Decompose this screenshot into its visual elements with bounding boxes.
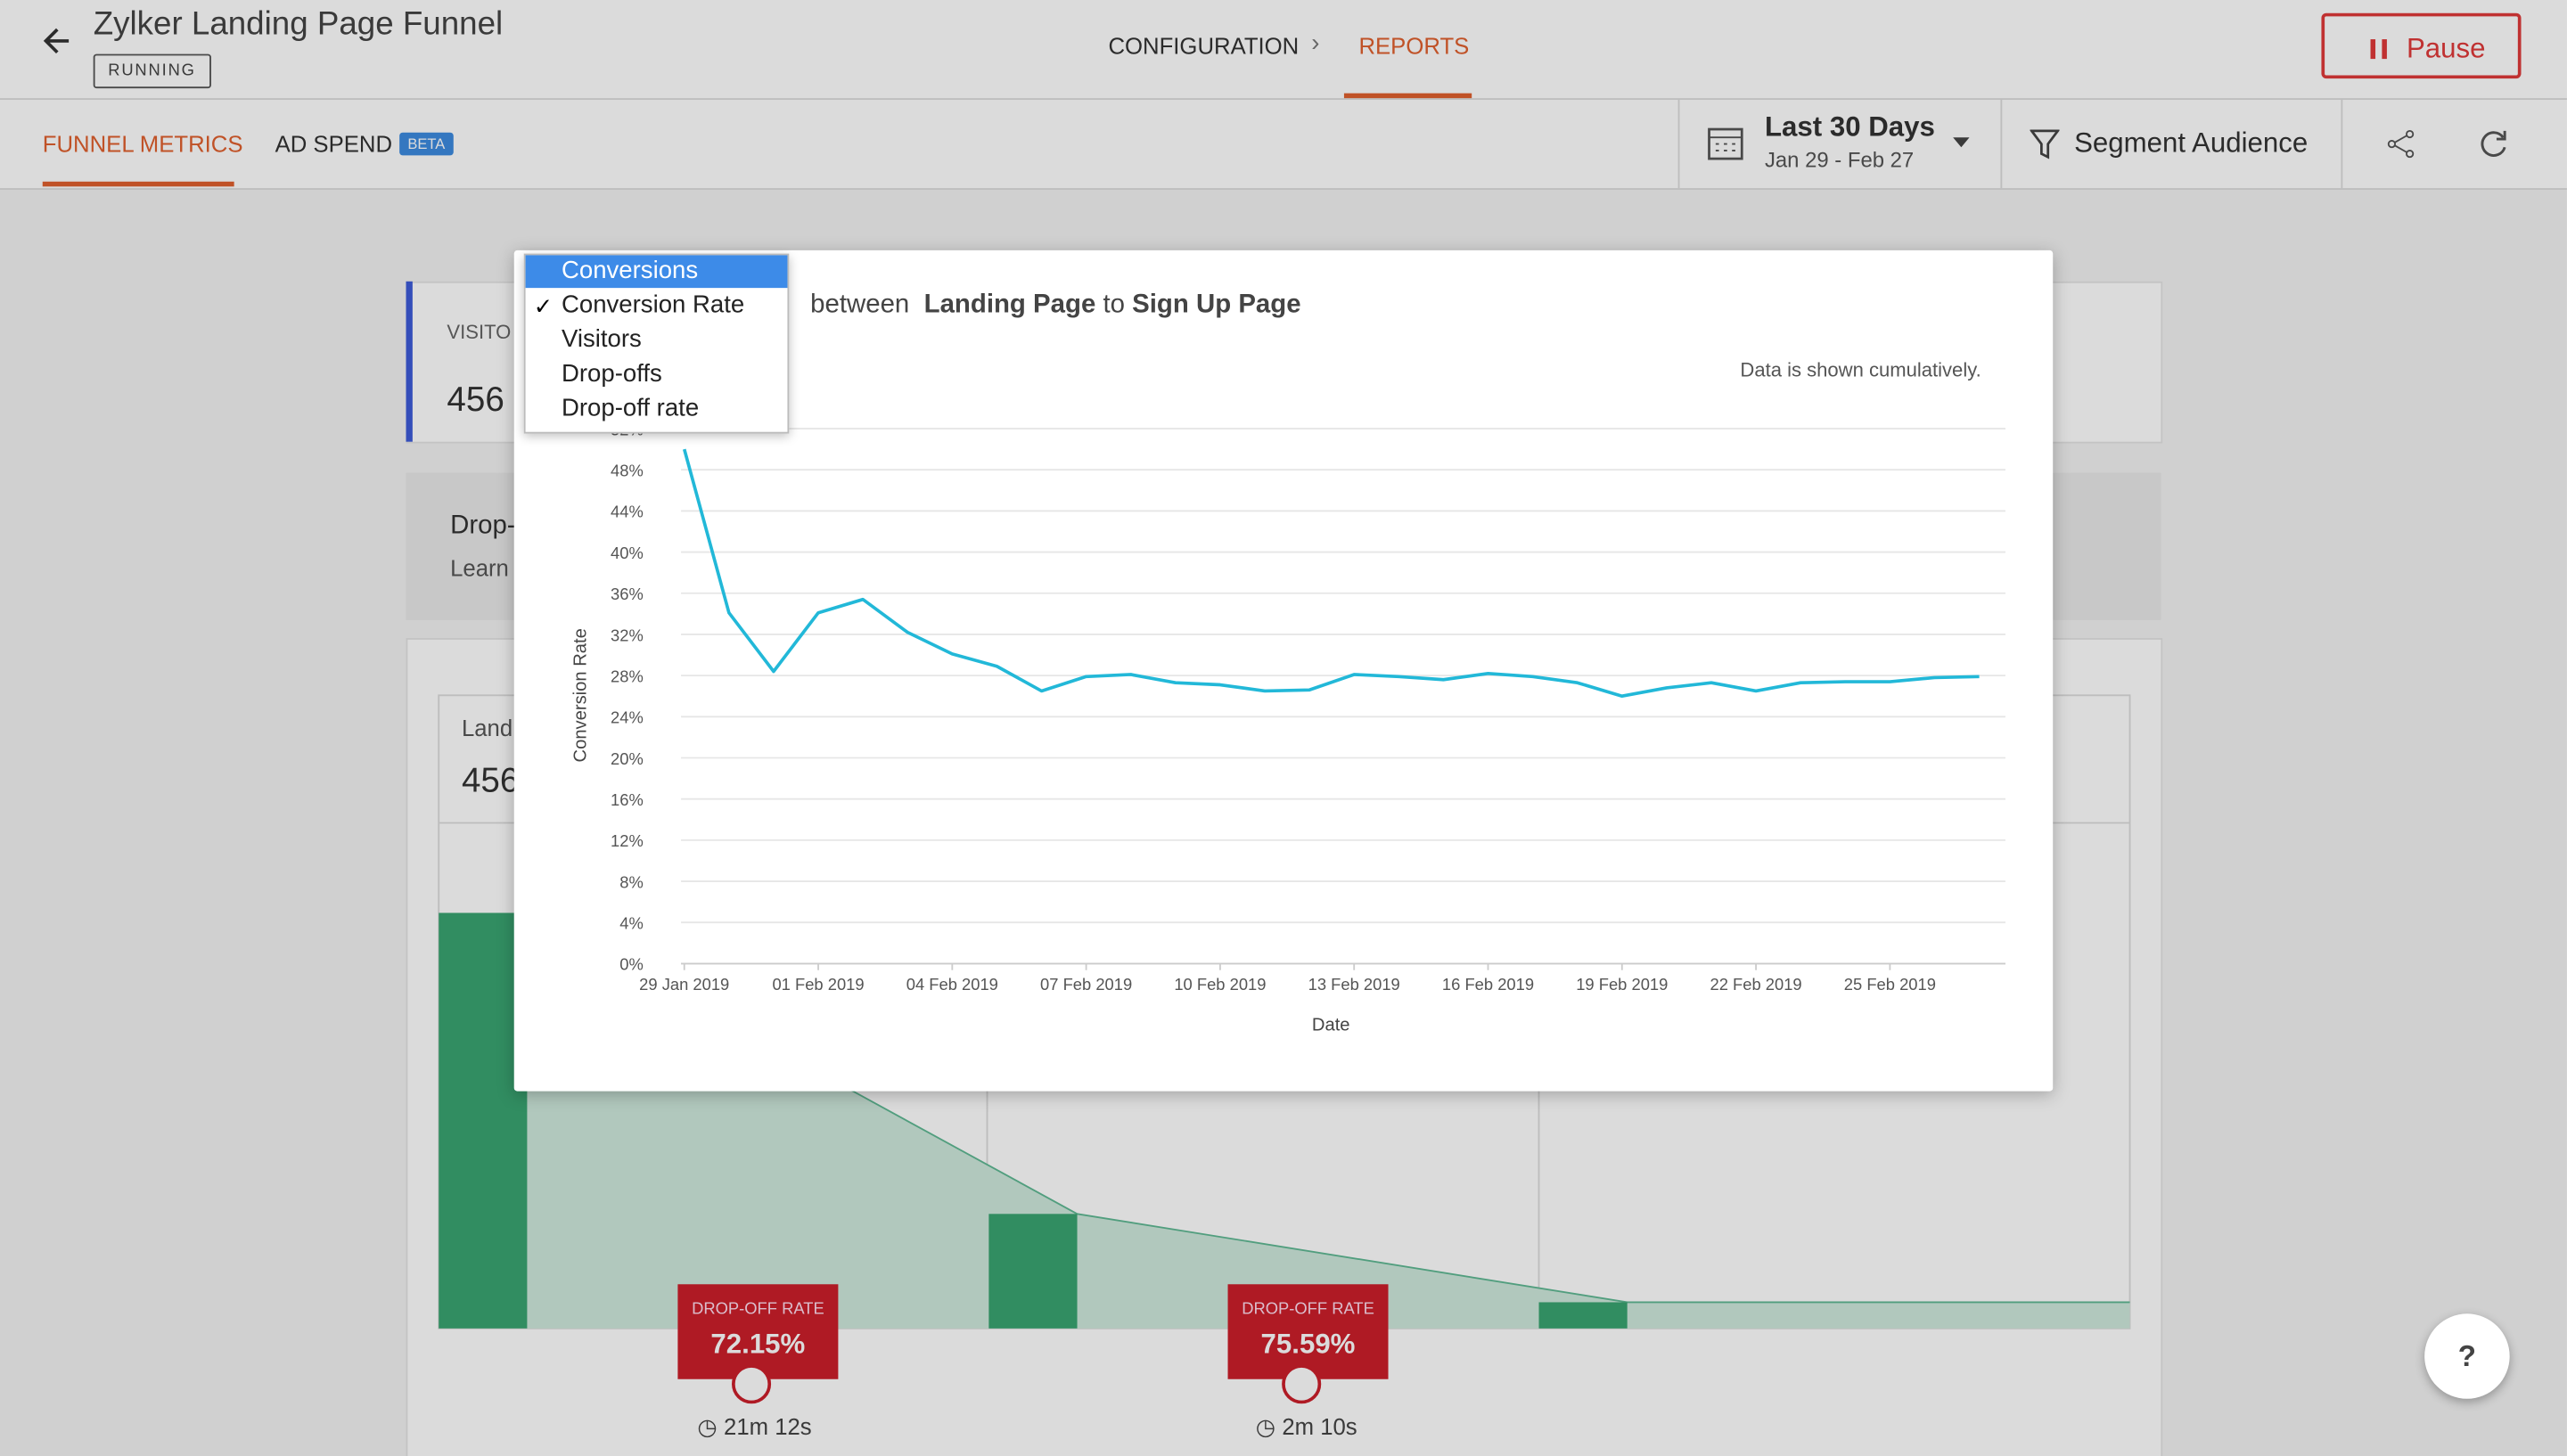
y-tick-label: 32% <box>611 626 644 644</box>
filter-icon <box>2030 129 2060 160</box>
to-page: Sign Up Page <box>1132 290 1301 320</box>
beta-badge: BETA <box>399 132 454 156</box>
dropoff-title: Drop- <box>450 511 516 540</box>
avg-time: ◷ 2m 10s <box>1255 1413 1357 1440</box>
divider <box>2000 99 2003 189</box>
tab-indicator <box>1343 93 1472 99</box>
x-tick-label: 22 Feb 2019 <box>1710 975 1802 994</box>
x-tick-label: 19 Feb 2019 <box>1576 975 1668 994</box>
to-word: to <box>1103 290 1125 320</box>
card-accent <box>406 281 413 442</box>
step-value: 456 <box>461 762 520 800</box>
funnel-step <box>439 912 528 1329</box>
funnel-step <box>1538 1302 1628 1329</box>
y-tick-label: 16% <box>611 790 644 809</box>
y-tick-label: 12% <box>611 831 644 850</box>
refresh-button[interactable] <box>2477 127 2510 160</box>
x-tick-label: 07 Feb 2019 <box>1040 975 1132 994</box>
tab-funnel-metrics[interactable]: FUNNEL METRICS <box>42 130 243 158</box>
trend-button[interactable] <box>732 1364 772 1404</box>
time-value: 21m 12s <box>724 1413 812 1440</box>
metric-option[interactable]: Conversions <box>525 255 788 289</box>
breadcrumb-reports[interactable]: REPORTS <box>1358 32 1470 60</box>
breadcrumb-configuration[interactable]: CONFIGURATION <box>1108 32 1300 60</box>
dropdown-caret[interactable] <box>1951 135 1971 151</box>
line-chart: 0%4%8%12%16%20%24%28%32%36%40%44%48%52%2… <box>571 420 2005 1035</box>
x-tick-label: 10 Feb 2019 <box>1174 975 1266 994</box>
help-button[interactable]: ? <box>2424 1313 2510 1399</box>
y-tick-label: 4% <box>619 914 644 933</box>
badge-label: DROP-OFF RATE <box>1242 1300 1374 1319</box>
tab-ad-spend[interactable]: AD SPEND <box>275 130 393 158</box>
y-tick-label: 20% <box>611 749 644 768</box>
y-tick-label: 28% <box>611 667 644 685</box>
y-tick-label: 8% <box>619 872 644 891</box>
funnel-flow <box>527 912 2130 1329</box>
badge-value: 72.15% <box>710 1328 806 1360</box>
metric-option[interactable]: Conversion Rate <box>561 290 745 320</box>
status-badge: RUNNING <box>93 53 211 89</box>
y-tick-label: 36% <box>611 585 644 603</box>
y-tick-label: 44% <box>611 503 644 521</box>
data-line <box>682 448 1980 699</box>
dropoff-subtitle: Learn <box>450 554 509 581</box>
pause-icon <box>2382 39 2387 60</box>
breadcrumb-separator: › <box>1311 29 1320 58</box>
segment-audience[interactable]: Segment Audience <box>2074 127 2309 160</box>
x-tick-label: 04 Feb 2019 <box>906 975 998 994</box>
page-title: Zylker Landing Page Funnel <box>93 6 504 43</box>
y-axis-label: Conversion Rate <box>571 628 591 762</box>
modal-caption: between Landing Page to Sign Up Page <box>810 291 1300 321</box>
x-tick-label: 29 Jan 2019 <box>639 975 729 994</box>
y-tick-label: 48% <box>611 462 644 480</box>
date-range-label[interactable]: Last 30 Days <box>1764 110 1935 143</box>
header <box>0 0 2567 100</box>
time-value: 2m 10s <box>1282 1413 1357 1440</box>
y-tick-label: 40% <box>611 544 644 562</box>
x-tick-label: 01 Feb 2019 <box>772 975 864 994</box>
x-axis-label: Date <box>1312 1016 1350 1035</box>
y-tick-label: 0% <box>619 955 644 974</box>
badge-label: DROP-OFF RATE <box>692 1300 824 1319</box>
pause-button[interactable]: Pause <box>2321 12 2522 79</box>
funnel-step <box>988 1214 1078 1329</box>
divider <box>2341 99 2343 189</box>
visitors-label: VISITO <box>447 320 512 344</box>
y-tick-label: 24% <box>611 708 644 727</box>
dropoff-badge: DROP-OFF RATE 72.15% <box>677 1284 839 1379</box>
pause-icon <box>2370 39 2376 60</box>
between: between <box>810 290 910 320</box>
metric-option[interactable]: Drop-off rate <box>561 394 700 422</box>
cumulative-note: Data is shown cumulatively. <box>1740 358 1981 381</box>
from-page: Landing Page <box>923 290 1096 320</box>
x-tick-label: 13 Feb 2019 <box>1308 975 1400 994</box>
dropoff-badge: DROP-OFF RATE 75.59% <box>1227 1284 1389 1379</box>
divider <box>1677 99 1680 189</box>
back-button[interactable] <box>39 23 75 59</box>
calendar-icon <box>1708 127 1743 160</box>
metric-dropdown: Conversions Conversion Rate ✓ Visitors D… <box>523 253 790 434</box>
badge-value: 75.59% <box>1260 1328 1356 1360</box>
pause-label: Pause <box>2406 32 2486 64</box>
share-button[interactable] <box>2387 129 2416 159</box>
visitors-value: 456 <box>447 380 504 420</box>
avg-time: ◷ 21m 12s <box>697 1413 812 1440</box>
date-range-value: Jan 29 - Feb 27 <box>1764 147 1915 172</box>
tab-indicator <box>42 181 234 187</box>
check-mark: ✓ <box>533 292 554 320</box>
x-tick-label: 25 Feb 2019 <box>1844 975 1936 994</box>
metric-option[interactable]: Drop-offs <box>561 359 662 389</box>
x-tick-label: 16 Feb 2019 <box>1442 975 1534 994</box>
trend-button[interactable] <box>1282 1364 1322 1404</box>
metric-option[interactable]: Visitors <box>561 325 642 354</box>
step-label: Land <box>461 715 513 741</box>
